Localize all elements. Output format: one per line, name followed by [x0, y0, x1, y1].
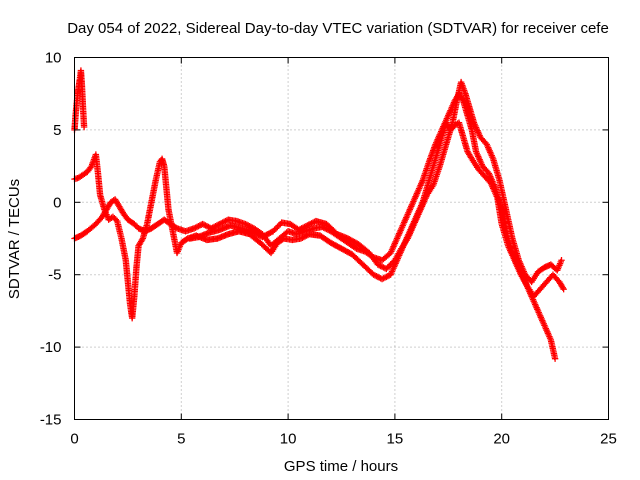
- data-point: [219, 219, 226, 226]
- data-point: [374, 261, 382, 268]
- y-tick-label: -15: [40, 412, 62, 429]
- data-point: [195, 222, 202, 230]
- data-point: [387, 261, 394, 268]
- data-point: [297, 235, 305, 242]
- data-point: [271, 226, 278, 234]
- data-point: [377, 262, 384, 270]
- data-point: [277, 220, 284, 228]
- data-point: [300, 233, 307, 241]
- data-point: [269, 228, 277, 235]
- data-point: [299, 234, 306, 241]
- y-tick-label: 5: [53, 122, 61, 139]
- data-point: [378, 275, 386, 283]
- data-point: [381, 274, 389, 281]
- x-tick-labels: 0 5 10 15 20 25: [70, 431, 617, 448]
- data-point: [384, 264, 391, 271]
- y-axis-label: SDTVAR / TECUs: [6, 179, 23, 299]
- data-point: [295, 226, 302, 234]
- data-point: [374, 273, 382, 281]
- data-point: [275, 222, 283, 229]
- data-point: [308, 220, 315, 227]
- data-point: [384, 272, 391, 280]
- data-point: [200, 221, 208, 228]
- data-point: [299, 224, 307, 231]
- data-point: [386, 262, 393, 270]
- series-track-b: [71, 119, 567, 322]
- data-point: [193, 223, 201, 231]
- data-points: [71, 67, 567, 362]
- chart-title: Day 054 of 2022, Sidereal Day-to-day VTE…: [67, 20, 609, 37]
- data-point: [370, 271, 377, 278]
- x-tick-label: 10: [280, 431, 297, 448]
- data-point: [215, 221, 222, 228]
- y-tick-label: -10: [40, 339, 62, 356]
- x-tick-label: 0: [70, 431, 78, 448]
- data-point: [381, 264, 389, 272]
- data-point: [380, 275, 387, 282]
- data-point: [196, 222, 204, 229]
- data-point: [305, 221, 312, 228]
- data-point: [216, 220, 223, 228]
- data-point: [203, 222, 211, 230]
- y-tick-label: -5: [48, 267, 61, 284]
- data-point: [217, 220, 225, 227]
- data-point: [309, 219, 317, 226]
- data-point: [199, 220, 206, 228]
- data-point: [205, 223, 212, 231]
- y-tick-labels: -15 -10 -5 0 5 10: [40, 50, 62, 429]
- data-point: [302, 222, 310, 230]
- data-point: [301, 233, 309, 240]
- data-point: [132, 222, 139, 229]
- data-point: [560, 285, 567, 293]
- x-tick-label: 15: [387, 431, 404, 448]
- data-point: [298, 225, 305, 232]
- data-point: [371, 272, 379, 279]
- data-point: [109, 213, 117, 220]
- data-point: [376, 262, 383, 269]
- y-tick-label: 10: [45, 50, 62, 67]
- data-point: [376, 274, 383, 281]
- data-point: [551, 355, 559, 362]
- data-point: [306, 220, 314, 228]
- data-point: [383, 265, 390, 273]
- data-point: [131, 220, 138, 228]
- data-point: [220, 218, 228, 226]
- data-point: [111, 215, 118, 222]
- data-point: [304, 222, 311, 229]
- data-point: [242, 220, 249, 228]
- data-point: [272, 225, 280, 232]
- data-point: [351, 244, 359, 251]
- data-point: [559, 284, 566, 291]
- data-point: [301, 223, 308, 231]
- data-point: [388, 259, 396, 267]
- data-point: [222, 217, 229, 225]
- data-point: [383, 273, 390, 281]
- data-point: [192, 224, 199, 231]
- data-point: [190, 225, 198, 232]
- x-tick-label: 25: [600, 431, 617, 448]
- x-tick-label: 5: [177, 431, 185, 448]
- data-point: [297, 225, 304, 233]
- data-point: [378, 263, 386, 270]
- data-point: [303, 232, 310, 239]
- data-point: [138, 236, 146, 244]
- x-axis-label: GPS time / hours: [284, 458, 398, 475]
- y-tick-label: 0: [53, 194, 61, 211]
- plot-frame: [74, 57, 609, 420]
- data-point: [202, 222, 209, 229]
- data-point: [274, 223, 281, 231]
- data-point: [80, 123, 88, 131]
- series-track-c: [71, 67, 565, 286]
- x-tick-label: 20: [493, 431, 510, 448]
- axis-ticks: [74, 57, 609, 420]
- data-point: [373, 272, 380, 280]
- data-point: [558, 257, 565, 264]
